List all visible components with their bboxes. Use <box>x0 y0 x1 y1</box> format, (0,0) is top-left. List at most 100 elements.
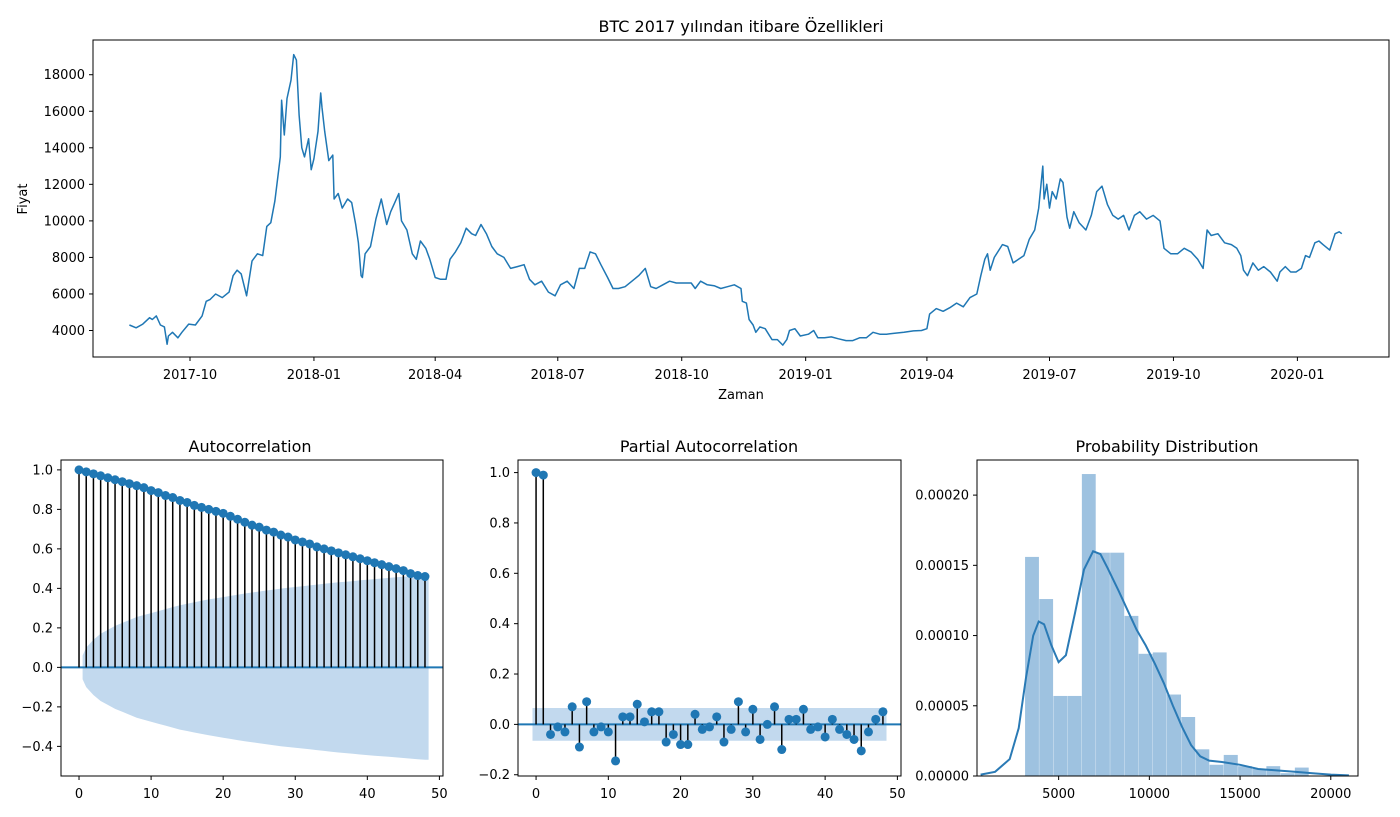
x-tick-label: 20 <box>215 787 232 802</box>
histogram-bar <box>1067 695 1082 776</box>
x-tick-label: 30 <box>287 787 304 802</box>
stem-marker <box>161 491 171 501</box>
stem-marker <box>611 756 621 766</box>
y-tick-label: 0.00010 <box>915 629 969 644</box>
stem-marker <box>189 500 199 510</box>
y-tick-label: 12000 <box>44 178 85 193</box>
stem-marker <box>96 471 106 481</box>
stem-marker <box>596 722 606 732</box>
histogram-bar <box>1096 552 1110 776</box>
x-tick-label: 10 <box>143 787 160 802</box>
histogram-bar <box>1209 764 1224 776</box>
stem-marker <box>175 495 185 505</box>
stem-marker <box>110 475 120 485</box>
stem-marker <box>705 722 714 732</box>
x-tick-label: 30 <box>745 787 762 802</box>
y-tick-label: 0.8 <box>32 503 53 518</box>
stem-marker <box>146 486 156 496</box>
y-tick-label: 0.00005 <box>915 699 969 714</box>
stem-marker <box>139 483 149 493</box>
stem-marker <box>820 732 830 742</box>
x-tick-label: 2018-04 <box>408 368 462 383</box>
stem-marker <box>770 702 780 712</box>
price-line-chart: BTC 2017 yılından itibare Özellikleri 20… <box>16 17 1390 403</box>
x-tick-label: 40 <box>359 787 376 802</box>
x-tick-label: 2017-10 <box>163 368 217 383</box>
x-tick-label: 2018-10 <box>655 368 709 383</box>
y-tick-label: 16000 <box>44 105 85 120</box>
stem-marker <box>683 740 693 750</box>
stem-marker <box>784 714 794 724</box>
y-tick-label: 0.0 <box>32 661 53 676</box>
x-tick-label: 40 <box>817 787 834 802</box>
acf-title: Autocorrelation <box>189 437 312 456</box>
x-tick-label: 2019-04 <box>900 368 954 383</box>
y-tick-label: 4000 <box>52 324 85 339</box>
stem-marker <box>762 719 772 729</box>
y-tick-label: 14000 <box>44 141 85 156</box>
histogram-bar <box>1223 754 1238 776</box>
stem-marker <box>377 560 387 570</box>
stem-marker <box>406 569 416 579</box>
stem-marker <box>204 504 214 514</box>
stem-marker <box>74 465 84 475</box>
stem-marker <box>225 511 235 521</box>
stem-marker <box>755 734 765 744</box>
stem-marker <box>341 550 351 560</box>
stem-marker <box>81 467 91 477</box>
histogram-bar <box>1252 768 1267 776</box>
pacf-frame <box>517 459 902 777</box>
stem-marker <box>863 727 873 737</box>
histogram-bar <box>1152 652 1167 776</box>
stem-marker <box>726 724 736 734</box>
stem-marker <box>676 740 686 750</box>
histogram-bar <box>1081 474 1096 776</box>
y-tick-label: 6000 <box>52 287 85 302</box>
stem-marker <box>603 727 613 737</box>
stem-marker <box>283 532 293 542</box>
y-tick-label: 18000 <box>44 68 85 83</box>
stem-marker <box>647 707 657 717</box>
stem-marker <box>182 497 192 507</box>
autocorrelation-chart: Autocorrelation 0 10 20 30 40 50 −0.4 −0.2 0.0 0… <box>21 437 447 802</box>
x-tick-label: 0 <box>532 787 540 802</box>
stem-marker <box>806 724 816 734</box>
acf-frame <box>60 459 444 777</box>
x-tick-label: 50 <box>889 787 906 802</box>
y-tick-label: 0.00020 <box>915 489 969 504</box>
stem-marker <box>567 702 577 712</box>
stem-marker <box>827 714 837 724</box>
stem-marker <box>197 502 207 512</box>
stem-marker <box>384 562 394 572</box>
stem-marker <box>103 473 113 483</box>
y-tick-label: 1.0 <box>489 466 510 481</box>
stem-marker <box>413 571 423 581</box>
stem-marker <box>625 712 635 722</box>
stem-marker <box>168 493 178 503</box>
stem-marker <box>88 469 98 479</box>
pacf-title: Partial Autocorrelation <box>620 437 798 456</box>
stem-marker <box>240 517 250 527</box>
dist-title: Probability Distribution <box>1075 437 1258 456</box>
stem-marker <box>741 727 751 737</box>
histogram-bar <box>1138 653 1153 776</box>
y-axis-label: Fiyat <box>16 184 31 215</box>
y-tick-label: 0.2 <box>489 668 510 683</box>
y-tick-label: 0.00000 <box>915 770 969 785</box>
stem-marker <box>362 556 372 566</box>
y-tick-label: 0.8 <box>489 516 510 531</box>
histogram-bar <box>1110 552 1125 776</box>
stem-marker <box>124 479 134 489</box>
stem-marker <box>791 714 801 724</box>
x-tick-label: 20 <box>672 787 689 802</box>
stem-marker <box>269 527 279 537</box>
x-tick-label: 5000 <box>1042 787 1075 802</box>
stem-marker <box>690 709 700 719</box>
histogram-bar <box>1053 695 1068 776</box>
y-tick-label: 0.4 <box>32 582 53 597</box>
y-tick-label: 0.6 <box>489 567 510 582</box>
stem-marker <box>297 537 307 547</box>
stem-marker <box>589 727 599 737</box>
y-tick-label: 0.4 <box>489 617 510 632</box>
